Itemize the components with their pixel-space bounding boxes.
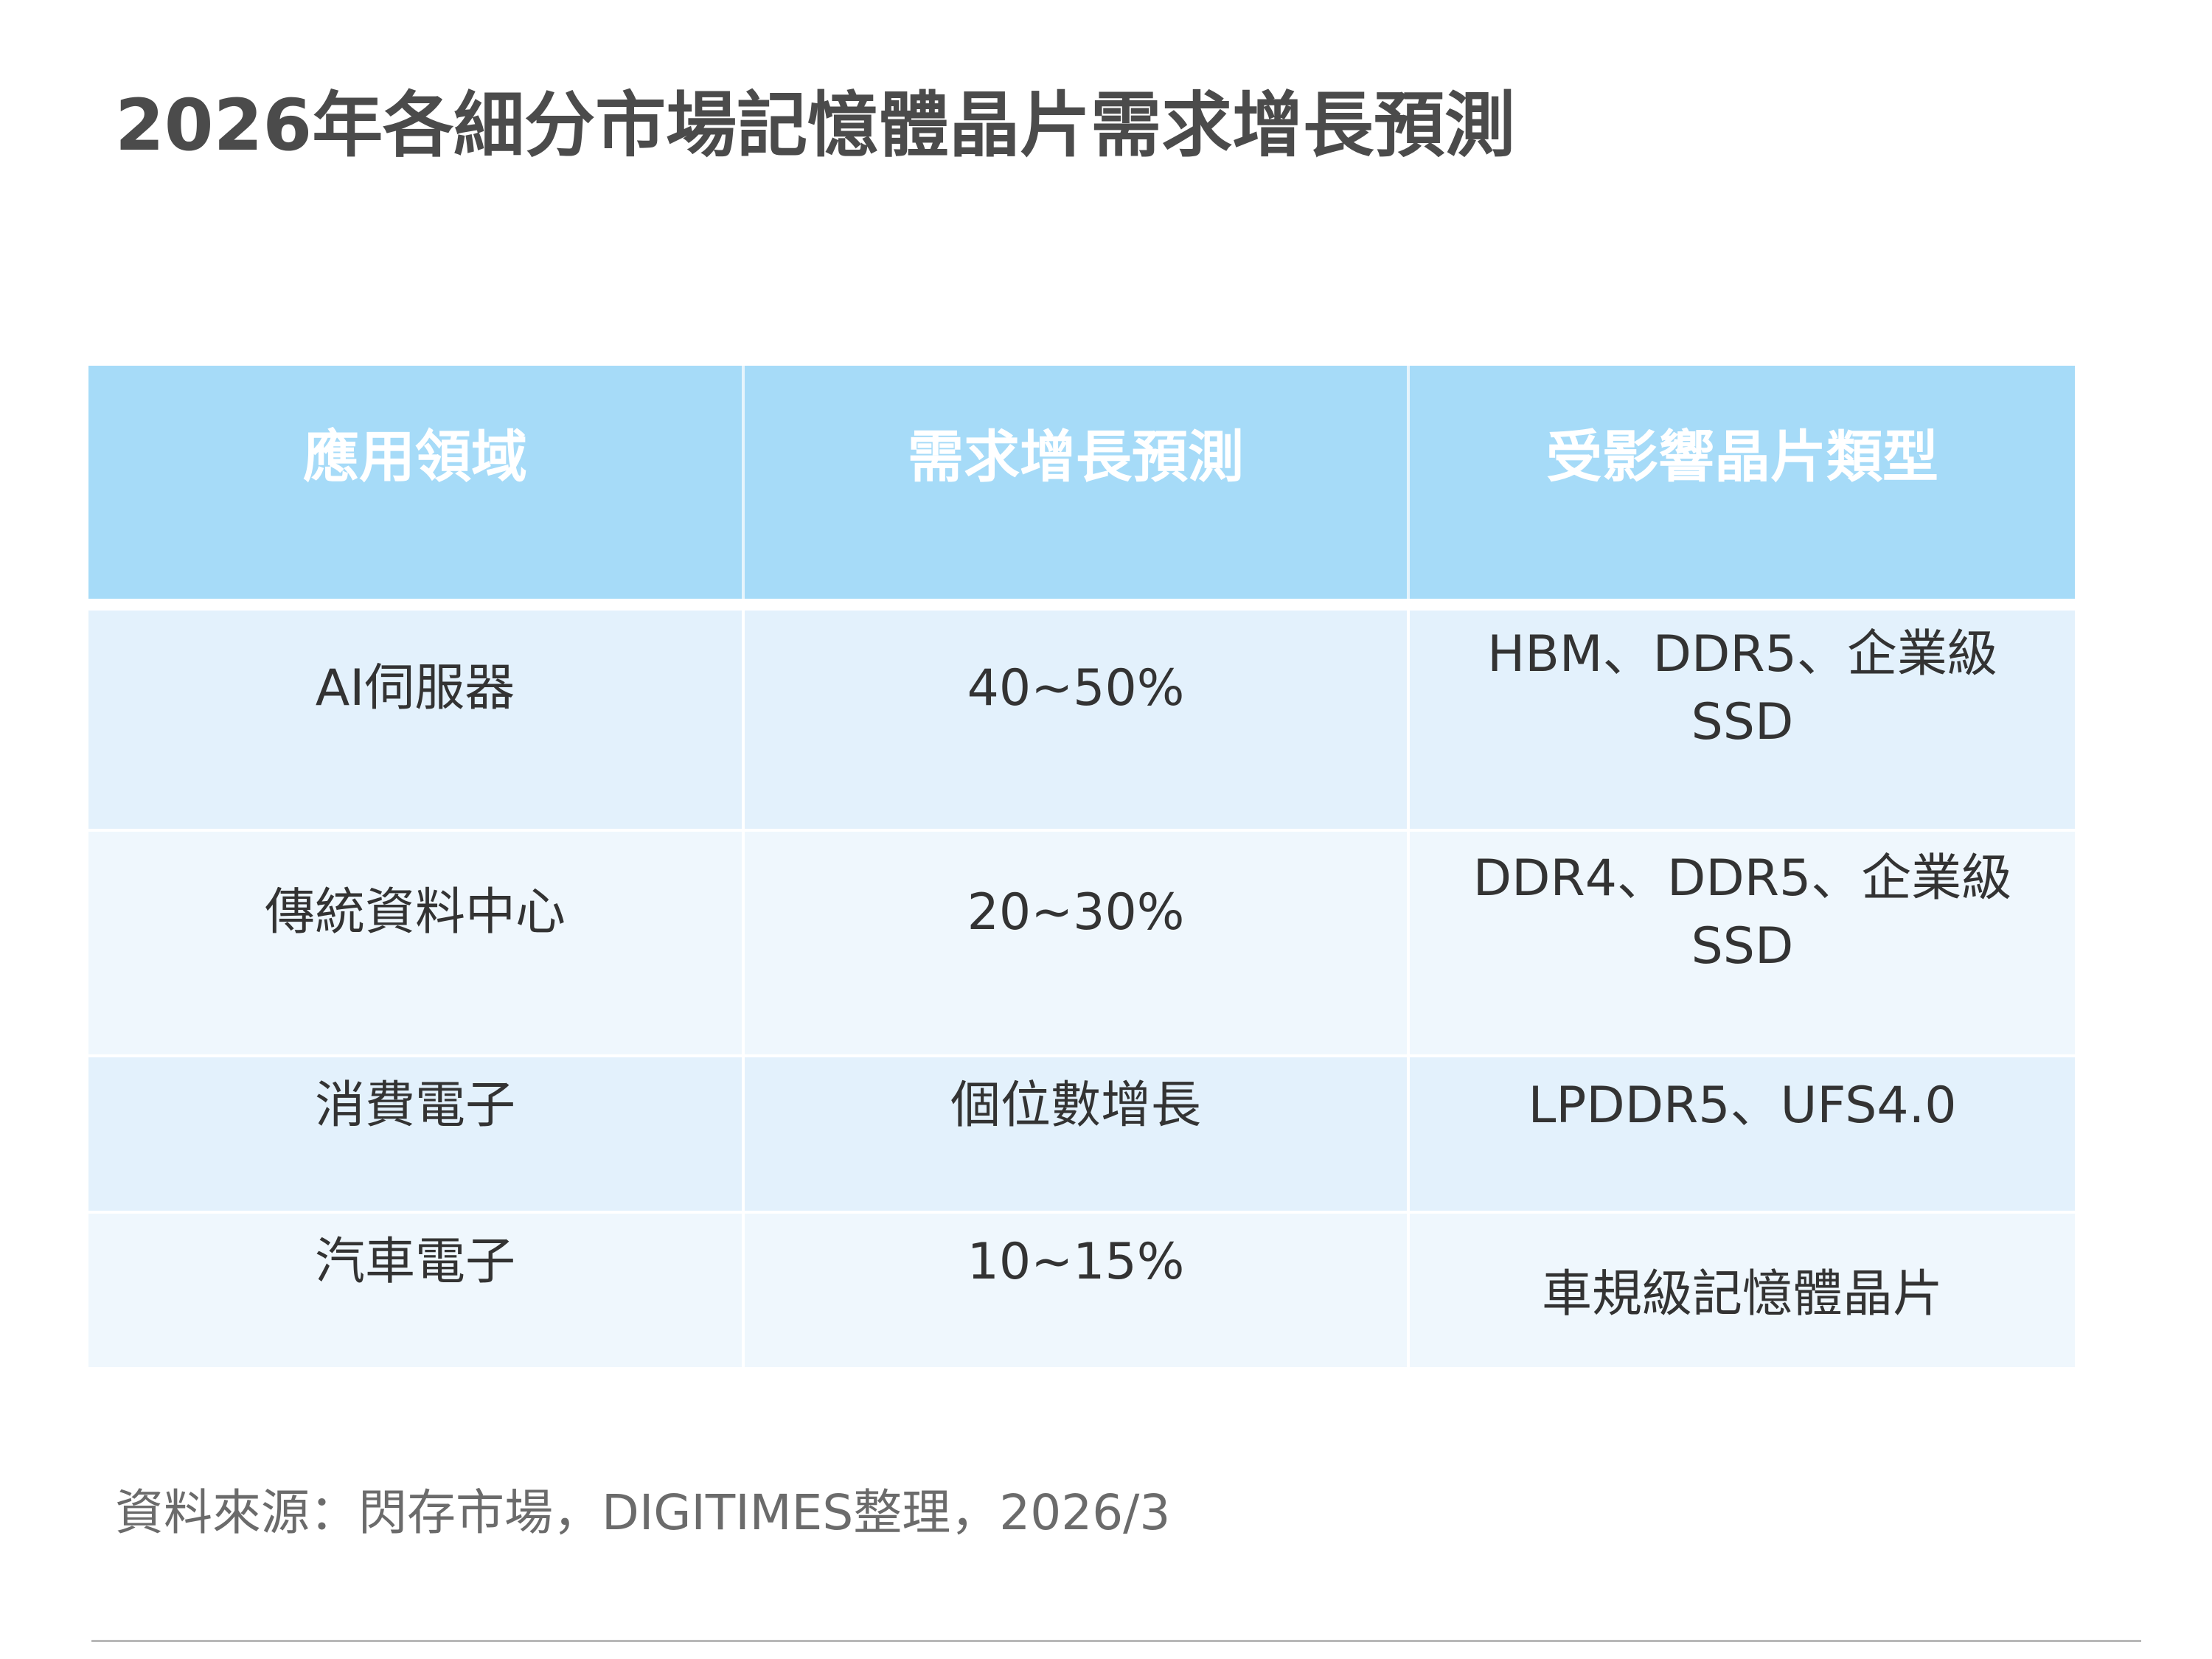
bottom-divider: [91, 1640, 2141, 1642]
cell-chips: 車規級記憶體晶片: [1410, 1211, 2075, 1367]
table-header: 應用領域 需求增長預測 受影響晶片類型: [88, 366, 2075, 599]
data-table: 應用領域 需求增長預測 受影響晶片類型 AI伺服器 40~50% HBM、DDR…: [88, 366, 2075, 1367]
cell-growth: 個位數增長: [745, 1054, 1410, 1211]
chips-line: SSD: [1691, 917, 1794, 975]
cell-domain: AI伺服器: [88, 608, 745, 829]
chips-line: LPDDR5、UFS4.0: [1528, 1077, 1957, 1135]
cell-chips: DDR4、DDR5、企業級 SSD: [1410, 829, 2075, 1054]
table-row: AI伺服器 40~50% HBM、DDR5、企業級 SSD: [88, 608, 2075, 829]
cell-domain: 傳統資料中心: [88, 829, 745, 1054]
cell-domain: 消費電子: [88, 1054, 745, 1211]
cell-growth: 20~30%: [745, 829, 1410, 1054]
cell-domain: 汽車電子: [88, 1211, 745, 1367]
source-note: 資料來源：閃存市場，DIGITIMES整理，2026/3: [115, 1484, 1171, 1541]
table-row: 汽車電子 10~15% 車規級記憶體晶片: [88, 1211, 2075, 1367]
table-row: 消費電子 個位數增長 LPDDR5、UFS4.0: [88, 1054, 2075, 1211]
chips-line: DDR4、DDR5、企業級: [1472, 849, 2012, 908]
column-header-growth: 需求增長預測: [745, 366, 1410, 599]
cell-growth: 40~50%: [745, 608, 1410, 829]
table-row: 傳統資料中心 20~30% DDR4、DDR5、企業級 SSD: [88, 829, 2075, 1054]
cell-chips: LPDDR5、UFS4.0: [1410, 1054, 2075, 1211]
column-header-chips: 受影響晶片類型: [1410, 366, 2075, 599]
page-title: 2026年各細分市場記憶體晶片需求增長預測: [115, 84, 1516, 167]
chips-line: HBM、DDR5、企業級: [1487, 625, 1997, 684]
cell-growth: 10~15%: [745, 1211, 1410, 1367]
chips-line: SSD: [1691, 692, 1794, 751]
cell-chips: HBM、DDR5、企業級 SSD: [1410, 608, 2075, 829]
chips-line: 車規級記憶體晶片: [1541, 1265, 1943, 1324]
column-header-domain: 應用領域: [88, 366, 745, 599]
